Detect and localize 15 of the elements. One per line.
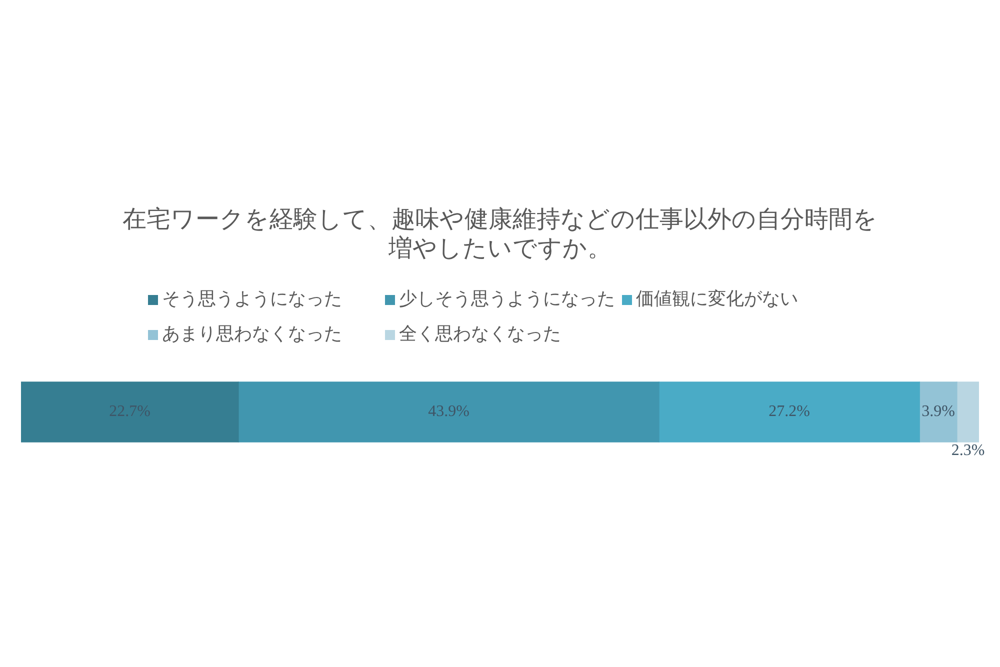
bar: [21, 382, 239, 442]
legend-label: 全く思わなくなった: [399, 324, 561, 344]
data-label: 3.9%: [922, 403, 955, 420]
chart-title: 在宅ワークを経験して、趣味や健康維持などの仕事以外の自分時間を増やしたいですか。: [122, 206, 878, 264]
bar: [238, 382, 660, 442]
bar: [919, 382, 958, 442]
data-label: 2.3%: [951, 442, 985, 460]
bar: [956, 382, 979, 442]
bar: [658, 382, 920, 442]
data-label: 43.9%: [428, 403, 470, 420]
legend-label: そう思うようになった: [162, 288, 342, 309]
data-label: 27.2%: [768, 403, 810, 420]
legend-label: あまり思わなくなった: [162, 324, 342, 344]
legend-label: 少しそう思うようになった: [399, 288, 615, 309]
legend-label: 価値観に変化がない: [636, 288, 798, 309]
